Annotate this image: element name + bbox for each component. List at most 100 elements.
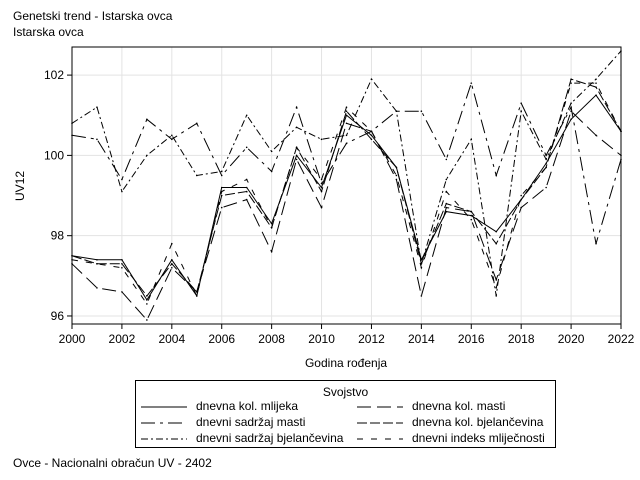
data-point xyxy=(345,122,348,125)
y-tick-label: 102 xyxy=(44,68,64,82)
footer-note: Ovce - Nacionalni obračun UV - 2402 xyxy=(13,456,212,470)
data-point xyxy=(96,258,98,261)
data-point xyxy=(520,198,522,201)
plot-frame xyxy=(71,46,622,325)
data-point xyxy=(545,162,547,165)
data-point xyxy=(171,262,173,265)
data-point xyxy=(121,291,123,293)
data-point xyxy=(295,146,298,149)
x-tick-label: 2020 xyxy=(558,332,585,346)
legend-label: dnevni sadržaj masti xyxy=(196,415,306,429)
legend-line-sample xyxy=(141,438,187,440)
data-point xyxy=(121,258,123,261)
x-tick-label: 2000 xyxy=(59,332,86,346)
data-point xyxy=(220,174,223,177)
data-point xyxy=(320,206,323,209)
data-point xyxy=(445,178,448,181)
data-point xyxy=(220,190,223,193)
data-point xyxy=(171,258,173,261)
legend-label: dnevna kol. mlijeka xyxy=(196,399,299,413)
data-point xyxy=(420,262,423,265)
data-point xyxy=(570,118,572,121)
data-point xyxy=(245,198,248,201)
legend-label: dnevni indeks mliječnosti xyxy=(412,431,545,445)
x-tick-label: 2016 xyxy=(458,332,485,346)
data-point xyxy=(595,134,597,137)
data-point xyxy=(395,174,398,177)
data-point xyxy=(420,266,423,269)
data-point xyxy=(171,134,173,137)
data-point xyxy=(345,110,348,113)
x-tick-label: 2018 xyxy=(508,332,535,346)
data-point xyxy=(345,134,348,137)
data-point xyxy=(395,166,398,169)
y-axis-label: UV12 xyxy=(13,171,27,201)
x-tick-label: 2010 xyxy=(308,332,335,346)
data-point xyxy=(220,206,223,209)
data-point xyxy=(195,291,198,293)
data-point xyxy=(96,106,98,109)
data-point xyxy=(495,295,498,297)
chart-subtitle: Istarska ovca xyxy=(13,25,84,39)
data-point xyxy=(295,126,298,129)
data-point xyxy=(195,295,198,297)
data-point xyxy=(96,287,98,289)
x-tick-label: 2022 xyxy=(608,332,635,346)
data-point xyxy=(295,158,298,161)
y-tick-label: 98 xyxy=(51,229,65,243)
series-4 xyxy=(71,78,622,297)
legend-label: dnevna kol. bjelančevina xyxy=(412,415,544,429)
data-point xyxy=(96,262,98,265)
series-line xyxy=(71,50,622,296)
x-tick-label: 2006 xyxy=(208,332,235,346)
data-point xyxy=(121,262,123,265)
y-tick-label: 96 xyxy=(51,309,65,323)
data-point xyxy=(320,190,323,193)
data-point xyxy=(445,158,448,161)
x-tick-label: 2012 xyxy=(358,332,385,346)
data-point xyxy=(345,114,348,117)
data-point xyxy=(445,190,448,193)
x-tick-label: 2014 xyxy=(408,332,435,346)
data-point xyxy=(520,110,522,113)
data-point xyxy=(570,78,572,80)
data-point xyxy=(270,226,273,229)
data-point xyxy=(146,295,148,297)
legend-line-sample xyxy=(357,422,403,424)
chart-title: Genetski trend - Istarska ovca xyxy=(13,9,173,23)
data-point xyxy=(345,142,348,145)
data-point xyxy=(320,178,323,181)
data-point xyxy=(520,194,522,197)
data-point xyxy=(345,106,348,109)
data-point xyxy=(220,194,223,197)
data-point xyxy=(370,78,373,80)
data-point xyxy=(495,287,498,289)
legend: Svojstvo dnevna kol. mlijeka dnevna kol. … xyxy=(135,380,556,448)
data-point xyxy=(595,86,597,88)
data-point xyxy=(295,154,298,157)
legend-line-sample xyxy=(141,422,187,424)
data-point xyxy=(595,78,597,80)
data-point xyxy=(220,170,223,173)
data-point xyxy=(195,174,198,177)
grid xyxy=(71,47,622,324)
x-axis-label: Godina rođenja xyxy=(305,356,387,370)
data-point xyxy=(195,122,198,125)
data-point xyxy=(146,303,148,305)
data-point xyxy=(121,190,123,193)
data-point xyxy=(245,186,248,189)
data-point xyxy=(370,130,373,133)
data-point xyxy=(96,138,98,141)
data-point xyxy=(295,106,298,109)
y-tick-label: 100 xyxy=(44,148,64,162)
data-point xyxy=(370,134,373,137)
data-point xyxy=(595,242,597,245)
data-point xyxy=(220,186,223,189)
data-point xyxy=(171,266,173,269)
data-point xyxy=(470,138,473,141)
data-point xyxy=(395,178,398,181)
data-point xyxy=(495,279,498,281)
data-point xyxy=(320,138,323,141)
data-point xyxy=(420,295,423,297)
data-point xyxy=(245,178,248,181)
